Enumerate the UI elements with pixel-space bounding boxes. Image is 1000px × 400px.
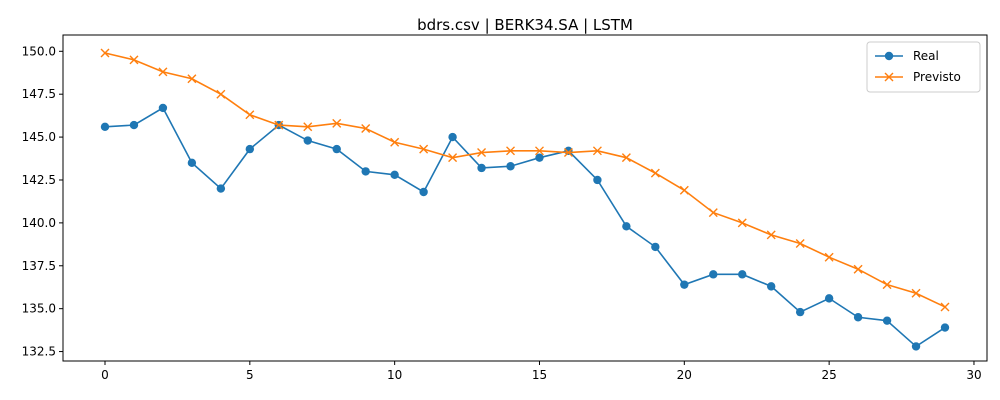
plot-area [62,34,988,362]
data-point-previsto [129,55,139,65]
series-line-previsto [104,52,946,308]
data-point-previsto [882,280,892,290]
y-tick-label: 150.0 [22,44,56,58]
data-point-real [651,242,660,252]
y-tick-label: 142.5 [22,173,56,187]
x-tick-label: 15 [532,368,547,382]
data-point-previsto [390,137,400,147]
data-point-real [738,270,747,279]
data-point-previsto [795,238,805,248]
data-point-real [216,184,226,193]
data-point-real [477,163,486,173]
data-point-previsto [361,124,371,134]
data-point-real [709,270,718,279]
data-point-real [593,175,602,185]
data-point-real [795,307,805,317]
data-point-real [824,294,834,303]
legend-box [866,41,981,93]
data-point-real [622,222,631,231]
series-previsto [100,48,950,312]
data-point-previsto [940,302,950,312]
x-tick-label: 0 [101,368,109,382]
data-point-previsto [737,218,747,228]
data-point-previsto [332,118,342,128]
data-point-real [853,313,863,322]
x-tick-label: 30 [966,368,981,382]
data-point-previsto [187,74,197,84]
series-layer [100,48,950,351]
data-point-real [100,122,110,131]
data-point-previsto [853,264,863,274]
data-point-real [187,158,197,168]
data-point-previsto [534,146,544,156]
x-tick-label: 5 [246,368,254,382]
data-point-previsto [245,110,255,120]
x-tick-label: 25 [821,368,836,382]
data-point-real [129,120,139,130]
data-point-real [535,153,544,162]
data-point-previsto [592,146,602,156]
series-line-real [104,106,946,348]
y-tick-label: 147.5 [22,87,56,101]
data-point-real [303,136,312,145]
data-point-real [245,144,255,154]
legend-label-real: Real [913,49,939,63]
data-point-real [419,187,428,197]
data-point-real [158,103,168,113]
data-point-previsto [911,288,921,298]
data-point-real [680,280,689,289]
data-point-previsto [158,67,168,77]
data-point-previsto [303,122,313,132]
legend: Real Previsto [866,41,981,93]
legend-marker-real [884,51,894,61]
y-tick-label: 140.0 [22,216,56,230]
data-point-previsto [679,185,689,195]
data-point-real [911,342,921,351]
data-point-previsto [274,120,284,130]
data-point-real [361,167,370,176]
y-axis: 132.5 135.0 137.5 140.0 142.5 145.0 147.5 150.0 [22,44,63,359]
data-point-previsto [563,148,573,158]
series-real [100,103,950,351]
data-point-previsto [216,89,226,99]
data-point-previsto [506,146,516,156]
x-axis: 0 5 10 15 20 25 30 [101,361,982,382]
y-tick-label: 135.0 [22,302,56,316]
y-tick-label: 137.5 [22,259,56,273]
data-point-previsto [824,252,834,262]
data-point-real [882,316,892,325]
y-tick-label: 132.5 [22,345,56,359]
legend-entry-real: Real [875,49,939,63]
data-point-previsto [100,48,110,58]
data-point-real [448,132,457,142]
data-point-previsto [477,148,487,158]
data-point-real [767,282,776,291]
x-tick-label: 10 [387,368,402,382]
data-point-previsto [650,168,660,178]
data-point-previsto [419,144,429,154]
legend-entry-previsto: Previsto [875,70,961,84]
data-point-previsto [621,153,631,163]
data-point-real [940,323,950,332]
data-point-previsto [448,153,458,163]
data-point-previsto [708,208,718,218]
x-tick-label: 20 [677,368,692,382]
chart-title: bdrs.csv | BERK34.SA | LSTM [417,16,633,34]
y-tick-label: 145.0 [22,130,56,144]
data-point-real [390,170,399,180]
data-point-previsto [766,230,776,240]
data-point-real [332,144,341,154]
data-point-real [564,146,573,156]
data-point-real [506,162,515,171]
legend-marker-previsto [884,72,894,82]
legend-label-previsto: Previsto [913,70,961,84]
